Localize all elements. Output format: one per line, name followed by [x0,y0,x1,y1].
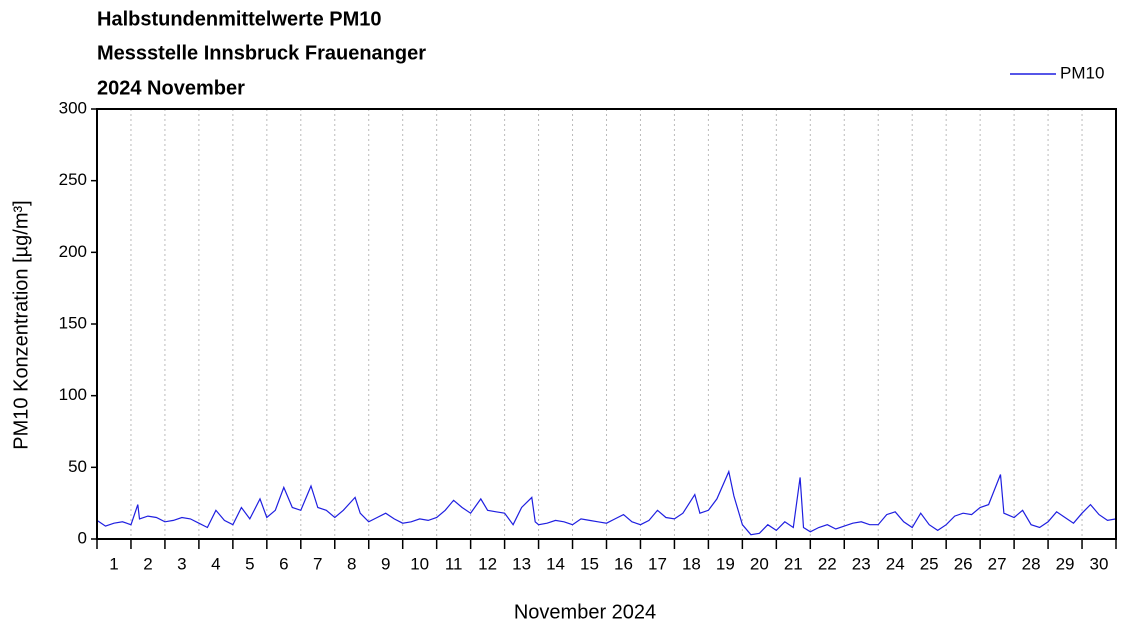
x-tick-label: 20 [750,554,769,573]
x-tick-label: 27 [988,554,1007,573]
x-tick-label: 15 [580,554,599,573]
y-tick-label: 300 [59,98,87,117]
x-tick-label: 17 [648,554,667,573]
x-tick-label: 22 [818,554,837,573]
x-tick-label: 21 [784,554,803,573]
x-tick-label: 6 [279,554,288,573]
x-tick-label: 11 [445,554,463,573]
x-tick-label: 3 [177,554,186,573]
x-axis-title: November 2024 [514,601,656,623]
x-tick-label: 5 [245,554,254,573]
x-tick-label: 7 [313,554,322,573]
y-tick-label: 100 [59,385,87,404]
x-tick-label: 23 [852,554,871,573]
chart-period: 2024 November [97,77,245,99]
chart-title: Halbstundenmittelwerte PM10 [97,8,382,30]
x-tick-label: 9 [381,554,390,573]
y-tick-label: 50 [68,457,87,476]
x-tick-label: 13 [512,554,531,573]
x-tick-label: 30 [1090,554,1109,573]
y-tick-label: 200 [59,242,87,261]
plot-frame [96,108,1117,540]
x-tick-label: 10 [410,554,429,573]
y-tick-label: 0 [78,528,87,547]
x-tick-label: 1 [109,554,118,573]
x-tick-label: 26 [954,554,973,573]
x-tick-label: 2 [143,554,152,573]
y-tick-label: 150 [59,313,87,332]
legend-label: PM10 [1060,63,1104,82]
x-tick-label: 24 [886,554,905,573]
y-axis-title: PM10 Konzentration [µg/m³] [10,200,32,449]
x-tick-label: 12 [478,554,497,573]
x-tick-label: 18 [682,554,701,573]
chart-subtitle: Messstelle Innsbruck Frauenanger [97,42,426,64]
x-tick-label: 25 [920,554,939,573]
x-tick-label: 16 [614,554,633,573]
x-tick-label: 8 [347,554,356,573]
x-tick-label: 19 [716,554,735,573]
x-tick-label: 14 [546,554,565,573]
x-tick-label: 4 [211,554,220,573]
x-tick-label: 28 [1022,554,1041,573]
data-line [96,469,1117,536]
x-tick-label: 29 [1056,554,1075,573]
y-tick-label: 250 [59,170,87,189]
